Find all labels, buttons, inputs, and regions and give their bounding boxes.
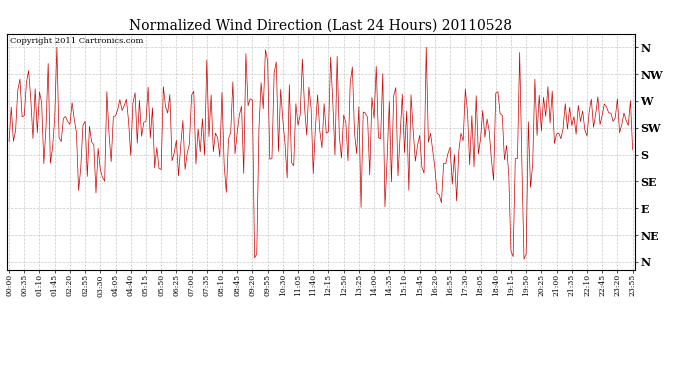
Title: Normalized Wind Direction (Last 24 Hours) 20110528: Normalized Wind Direction (Last 24 Hours… — [129, 19, 513, 33]
Text: Copyright 2011 Cartronics.com: Copyright 2011 Cartronics.com — [10, 37, 144, 45]
